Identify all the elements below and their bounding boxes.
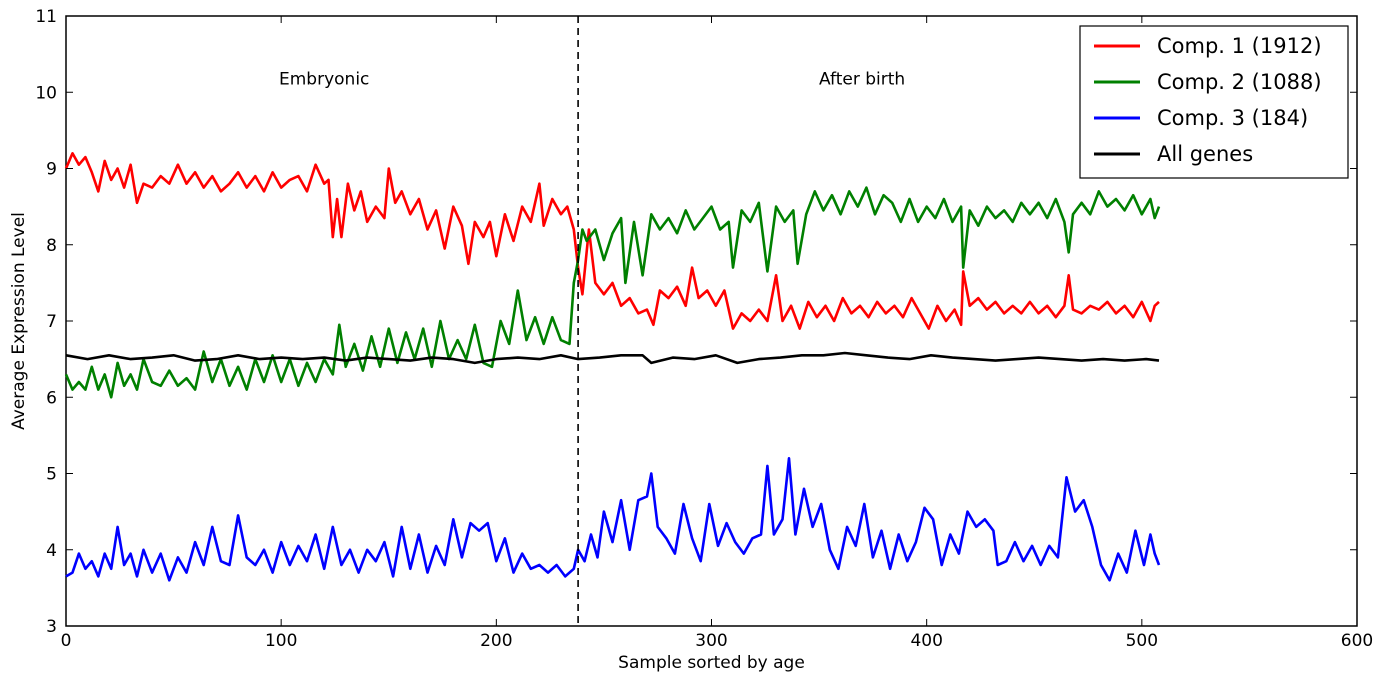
y-tick-label: 9 <box>46 160 57 180</box>
legend-label-2: Comp. 2 (1088) <box>1157 70 1322 94</box>
x-tick-label: 200 <box>480 631 512 651</box>
y-tick-label: 6 <box>46 388 57 408</box>
x-tick-label: 0 <box>61 631 72 651</box>
x-tick-label: 600 <box>1341 631 1373 651</box>
legend-label-1: Comp. 1 (1912) <box>1157 34 1322 58</box>
y-axis: 3 4 5 6 7 8 9 10 11 <box>35 7 1357 637</box>
y-tick-label: 10 <box>35 83 57 103</box>
legend-label-4: All genes <box>1157 142 1253 166</box>
x-tick-label: 400 <box>910 631 942 651</box>
annotation-layer: Embryonic After birth <box>279 70 905 90</box>
y-tick-label: 3 <box>46 617 57 637</box>
y-tick-label: 5 <box>46 465 57 485</box>
series-line-1 <box>64 152 1160 330</box>
x-tick-label: 500 <box>1126 631 1158 651</box>
annotation-1: Embryonic <box>279 70 369 90</box>
annotation-2: After birth <box>819 70 905 90</box>
legend-label-3: Comp. 3 (184) <box>1157 106 1308 130</box>
y-tick-label: 7 <box>46 312 57 332</box>
x-axis: 0 100 200 300 400 500 600 <box>61 16 1373 651</box>
y-tick-label: 4 <box>46 541 57 561</box>
series-line-3 <box>65 457 1161 582</box>
legend: Comp. 1 (1912) Comp. 2 (1088) Comp. 3 (184… <box>1079 25 1349 179</box>
x-axis-label: Sample sorted by age <box>618 653 805 673</box>
y-tick-label: 8 <box>46 236 57 256</box>
series-line-2 <box>64 186 1161 399</box>
x-tick-label: 100 <box>265 631 297 651</box>
series-line-4 <box>65 351 1160 365</box>
y-tick-label: 11 <box>35 7 57 27</box>
y-axis-label: Average Expression Level <box>9 212 29 430</box>
x-tick-label: 300 <box>695 631 727 651</box>
series-layer <box>64 152 1161 582</box>
